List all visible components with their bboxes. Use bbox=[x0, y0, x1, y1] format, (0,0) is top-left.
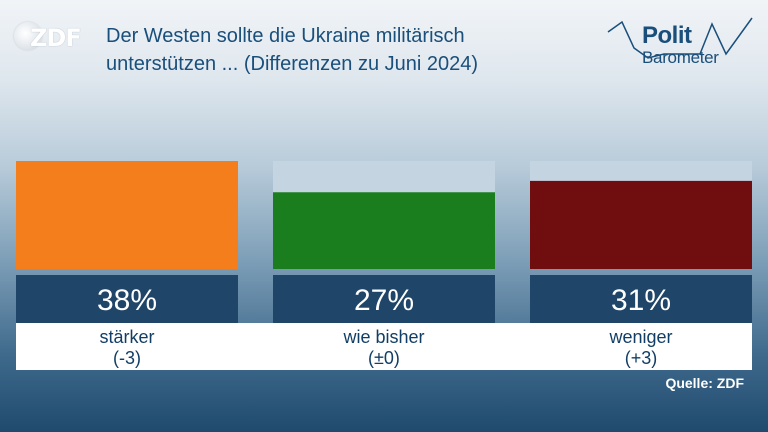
source-note: Quelle: ZDF bbox=[665, 375, 744, 391]
bar-1 bbox=[16, 161, 238, 269]
change-label-2: (±0) bbox=[368, 348, 400, 368]
bar-3 bbox=[530, 180, 752, 269]
change-label-1: (-3) bbox=[113, 348, 141, 368]
value-label-3: 31% bbox=[611, 284, 671, 317]
brand-barometer: Barometer bbox=[642, 48, 719, 67]
change-label-3: (+3) bbox=[625, 348, 658, 368]
label-strip bbox=[16, 323, 752, 370]
politbarometer-line-icon bbox=[607, 17, 753, 59]
chart-title: Der Westen sollte die Ukraine militärisc… bbox=[106, 22, 586, 78]
zdf-logo: ZDF bbox=[14, 22, 82, 52]
value-box-3 bbox=[530, 275, 752, 323]
bar-2 bbox=[273, 192, 495, 269]
zdf-logo-text: ZDF bbox=[30, 24, 82, 52]
category-label-3: weniger bbox=[608, 327, 672, 347]
category-label-2: wie bisher bbox=[342, 327, 424, 347]
value-box-1 bbox=[16, 275, 238, 323]
zdf-logo-disc bbox=[14, 22, 42, 50]
value-box-2 bbox=[273, 275, 495, 323]
value-label-1: 38% bbox=[97, 284, 157, 317]
category-label-1: stärker bbox=[99, 327, 154, 347]
value-label-2: 27% bbox=[354, 284, 414, 317]
brand-polit: Polit bbox=[642, 22, 692, 49]
politbarometer-logo: Polit Barometer bbox=[604, 14, 754, 76]
chart-title-line-1: Der Westen sollte die Ukraine militärisc… bbox=[106, 25, 465, 47]
chart-title-line-2: unterstützen ... (Differenzen zu Juni 20… bbox=[106, 53, 479, 75]
